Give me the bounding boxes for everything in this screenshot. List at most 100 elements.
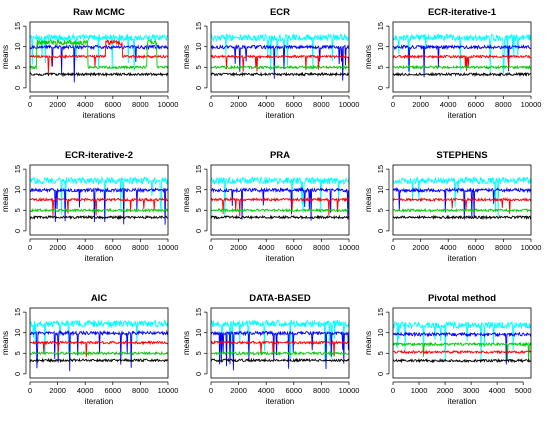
x-tick-label: 10000 <box>339 243 360 252</box>
series-trace <box>393 175 531 218</box>
x-tick-label: 10000 <box>339 100 360 109</box>
plot-frame <box>392 21 532 93</box>
x-tick-label: 10000 <box>521 100 542 109</box>
x-tick-label: 0 <box>209 243 213 252</box>
x-tick-label: 2000 <box>230 243 247 252</box>
x-tick-label: 0 <box>28 100 32 109</box>
panel-title: STEPHENS <box>436 150 487 161</box>
y-axis: 0 5 10 15 means <box>364 308 390 376</box>
series-trace <box>393 320 531 361</box>
y-tick-label: 15 <box>376 308 385 316</box>
series-trace <box>393 341 531 361</box>
series-trace <box>393 349 531 355</box>
y-tick-label: 10 <box>194 186 203 194</box>
panel-title: DATA-BASED <box>249 293 311 304</box>
x-tick-label: 8000 <box>313 100 330 109</box>
series-trace <box>30 186 168 225</box>
panel-title: AIC <box>91 293 108 304</box>
panel-2: ECR 0 5 10 15 means 0 2000 4000 6000 8000 10000 iter… <box>182 7 359 120</box>
x-tick-label: 4000 <box>258 243 275 252</box>
series-trace <box>211 53 349 74</box>
y-tick-label: 5 <box>13 351 22 355</box>
series-trace <box>393 357 531 364</box>
x-tick-label: 2000 <box>437 386 454 395</box>
plot-frame <box>210 164 350 236</box>
y-tick-label: 10 <box>376 329 385 337</box>
x-axis-label: iteration <box>448 111 476 120</box>
x-tick-label: 6000 <box>285 100 302 109</box>
y-tick-label: 5 <box>376 351 385 355</box>
trace-lines <box>30 32 168 83</box>
y-tick-label: 5 <box>194 65 203 69</box>
x-tick-label: 10000 <box>158 243 179 252</box>
x-tick-label: 2000 <box>49 243 66 252</box>
x-tick-label: 2000 <box>230 100 247 109</box>
x-axis-label: iteration <box>85 397 113 406</box>
y-tick-label: 15 <box>194 22 203 30</box>
x-tick-label: 6000 <box>104 100 121 109</box>
trace-lines <box>393 175 531 221</box>
y-tick-label: 10 <box>376 186 385 194</box>
series-trace <box>211 214 349 220</box>
series-trace <box>393 196 531 214</box>
y-axis-label: means <box>1 331 10 355</box>
x-tick-label: 10000 <box>158 100 179 109</box>
y-tick-label: 0 <box>376 86 385 90</box>
y-tick-label: 10 <box>13 329 22 337</box>
x-tick-label: 6000 <box>285 243 302 252</box>
series-trace <box>211 186 349 221</box>
panel-title: ECR <box>270 7 290 18</box>
y-tick-label: 5 <box>13 208 22 212</box>
series-trace <box>393 214 531 221</box>
panel-5: PRA 0 5 10 15 means 0 2000 4000 6000 8000 10000 iter… <box>182 150 359 263</box>
panel-8: DATA-BASED 0 5 10 15 means 0 2000 4000 6000 8000 10… <box>182 293 359 406</box>
x-tick-label: 5000 <box>515 386 532 395</box>
series-trace <box>30 71 168 78</box>
panel-1: Raw MCMC 0 5 10 15 means 0 2000 4000 6000 8000 1000… <box>1 7 178 120</box>
series-trace <box>30 207 168 213</box>
y-axis: 0 5 10 15 means <box>182 165 208 233</box>
y-tick-label: 10 <box>194 43 203 51</box>
y-tick-label: 15 <box>376 165 385 173</box>
y-tick-label: 10 <box>376 43 385 51</box>
y-axis: 0 5 10 15 means <box>1 308 27 376</box>
x-tick-label: 0 <box>209 100 213 109</box>
y-tick-label: 15 <box>194 165 203 173</box>
x-axis: 0 2000 4000 6000 8000 10000 iteration <box>391 95 542 120</box>
plot-frame <box>29 21 169 93</box>
y-tick-label: 0 <box>376 229 385 233</box>
x-axis-label: iterations <box>83 111 115 120</box>
trace-lines <box>393 32 531 78</box>
series-trace <box>393 186 531 220</box>
y-tick-label: 15 <box>13 22 22 30</box>
x-tick-label: 2000 <box>412 100 429 109</box>
y-axis-label: means <box>182 45 191 69</box>
y-tick-label: 15 <box>376 22 385 30</box>
x-tick-label: 2000 <box>412 243 429 252</box>
series-trace <box>393 32 531 74</box>
panel-title: PRA <box>270 150 290 161</box>
y-tick-label: 0 <box>194 372 203 376</box>
panel-title: Pivotal method <box>428 293 496 304</box>
plot-frame <box>392 307 532 379</box>
x-tick-label: 0 <box>28 243 32 252</box>
series-trace <box>393 207 531 213</box>
series-trace <box>30 350 168 357</box>
x-tick-label: 4000 <box>77 386 94 395</box>
panel-3: ECR-iterative-1 0 5 10 15 means 0 2000 4000 6000 8… <box>364 7 541 120</box>
x-tick-label: 8000 <box>313 243 330 252</box>
y-tick-label: 10 <box>194 329 203 337</box>
y-axis-label: means <box>1 45 10 69</box>
series-trace <box>30 214 168 221</box>
y-tick-label: 15 <box>194 308 203 316</box>
y-axis: 0 5 10 15 means <box>182 22 208 90</box>
series-trace <box>30 357 168 363</box>
y-axis-label: means <box>1 188 10 212</box>
series-trace <box>211 339 349 357</box>
y-tick-label: 15 <box>13 165 22 173</box>
x-axis: 0 2000 4000 6000 8000 10000 iterations <box>28 95 179 120</box>
series-trace <box>211 319 349 362</box>
y-tick-label: 0 <box>13 86 22 90</box>
y-tick-label: 5 <box>194 351 203 355</box>
